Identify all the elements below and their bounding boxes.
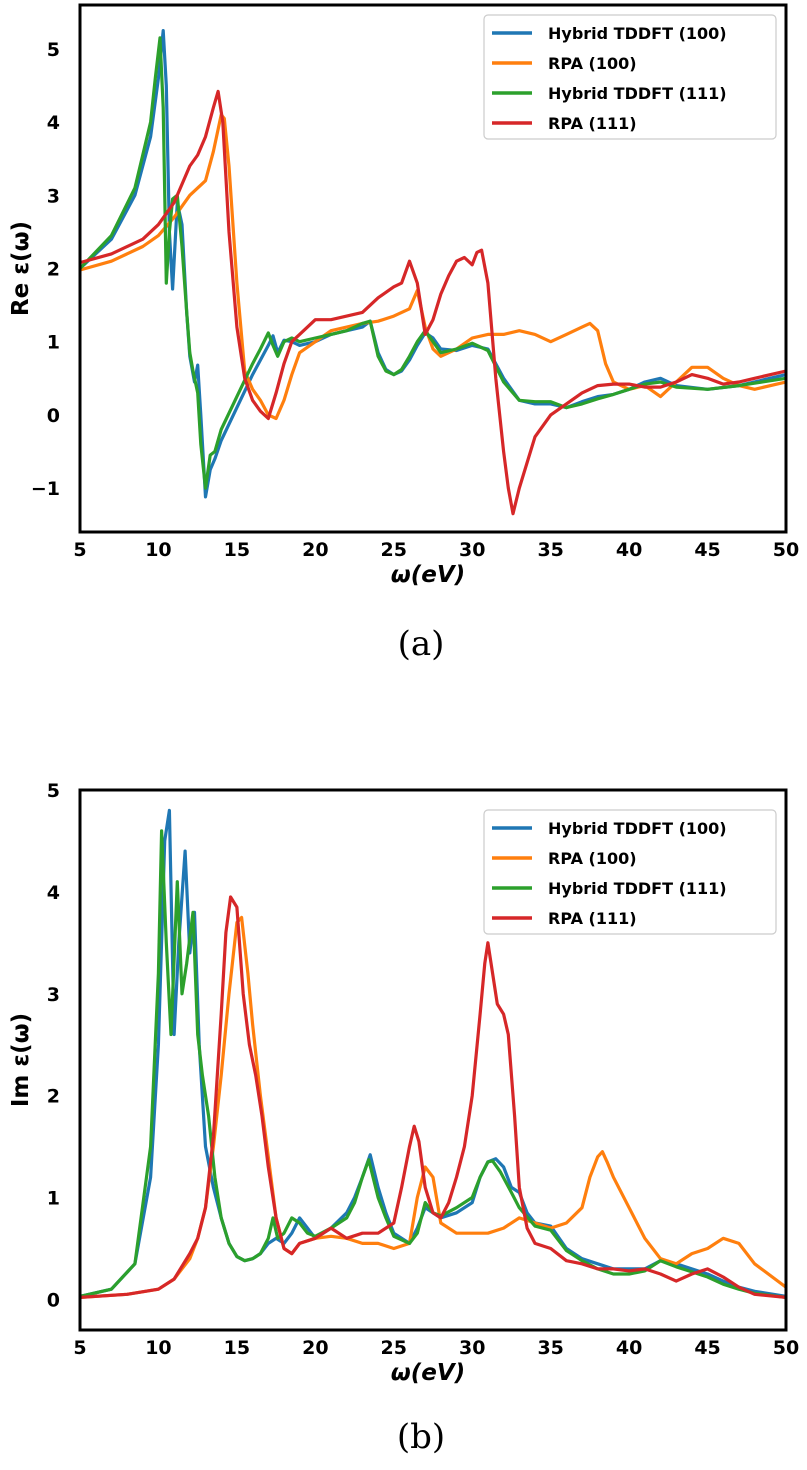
y-tick-label: 2 bbox=[47, 1086, 60, 1108]
series-group bbox=[80, 29, 786, 516]
series-line-1 bbox=[80, 915, 786, 1299]
legend-box bbox=[483, 14, 777, 140]
y-tick-label: −1 bbox=[31, 478, 60, 500]
y-tick-label: 1 bbox=[47, 332, 60, 354]
y-tick-label: 2 bbox=[47, 259, 60, 281]
legend-box bbox=[483, 809, 777, 935]
x-tick-label: 5 bbox=[73, 1337, 86, 1359]
series-line-3 bbox=[80, 895, 786, 1299]
x-tick-label: 40 bbox=[616, 539, 642, 561]
series-line-3 bbox=[80, 89, 786, 516]
x-axis-label: ω(eV) bbox=[391, 562, 465, 588]
x-tick-label: 5 bbox=[73, 539, 86, 561]
legend-entry-3: RPA (111) bbox=[548, 909, 637, 928]
y-tick-label: 0 bbox=[47, 1289, 60, 1311]
y-axis-label: Re ε(ω) bbox=[8, 221, 34, 316]
y-tick-label: 4 bbox=[47, 882, 60, 904]
x-tick-label: 30 bbox=[459, 539, 485, 561]
x-tick-label: 45 bbox=[694, 1337, 720, 1359]
panel-caption: (b) bbox=[397, 1417, 445, 1457]
x-tick-label: 25 bbox=[381, 539, 407, 561]
y-tick-label: 5 bbox=[47, 39, 60, 61]
x-tick-label: 45 bbox=[694, 539, 720, 561]
x-tick-label: 50 bbox=[773, 1337, 799, 1359]
legend-entry-1: RPA (100) bbox=[548, 849, 637, 868]
y-tick-label: 3 bbox=[47, 185, 60, 207]
x-tick-label: 20 bbox=[302, 1337, 328, 1359]
series-line-1 bbox=[80, 113, 786, 421]
x-tick-label: 10 bbox=[145, 1337, 171, 1359]
plot-frame bbox=[78, 788, 788, 1332]
legend-entry-2: Hybrid TDDFT (111) bbox=[548, 84, 727, 103]
y-tick-label: 1 bbox=[47, 1188, 60, 1210]
y-tick-label: 5 bbox=[47, 780, 60, 802]
x-tick-label: 15 bbox=[224, 1337, 250, 1359]
x-tick-label: 50 bbox=[773, 539, 799, 561]
y-axis-label: Im ε(ω) bbox=[8, 1013, 34, 1107]
x-tick-label: 30 bbox=[459, 1337, 485, 1359]
legend-entry-0: Hybrid TDDFT (100) bbox=[548, 819, 727, 838]
y-tick-label: 0 bbox=[47, 405, 60, 427]
x-tick-label: 35 bbox=[537, 539, 563, 561]
legend-entry-2: Hybrid TDDFT (111) bbox=[548, 879, 727, 898]
x-tick-label: 40 bbox=[616, 1337, 642, 1359]
y-tick-label: 4 bbox=[47, 112, 60, 134]
legend-entry-1: RPA (100) bbox=[548, 54, 637, 73]
x-tick-label: 10 bbox=[145, 539, 171, 561]
series-group bbox=[80, 808, 786, 1299]
x-tick-label: 25 bbox=[381, 1337, 407, 1359]
legend-entry-3: RPA (111) bbox=[548, 114, 637, 133]
x-tick-label: 20 bbox=[302, 539, 328, 561]
panel-caption: (a) bbox=[398, 624, 445, 664]
x-axis-label: ω(eV) bbox=[391, 1360, 465, 1386]
x-tick-label: 35 bbox=[537, 1337, 563, 1359]
y-tick-label: 3 bbox=[47, 984, 60, 1006]
x-tick-label: 15 bbox=[224, 539, 250, 561]
legend: Hybrid TDDFT (100) RPA (100) Hybrid TDDFT … bbox=[483, 14, 777, 140]
legend-entry-0: Hybrid TDDFT (100) bbox=[548, 24, 727, 43]
plot-frame bbox=[78, 3, 788, 534]
legend: Hybrid TDDFT (100) RPA (100) Hybrid TDDFT … bbox=[483, 809, 777, 935]
